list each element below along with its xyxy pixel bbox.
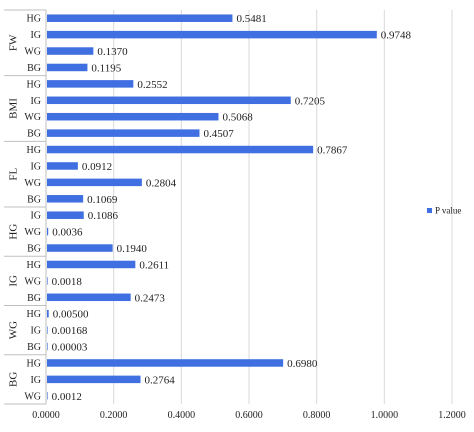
x-tick-label: 0.0000 — [32, 410, 60, 421]
bar — [47, 162, 78, 170]
group-label: WG — [8, 321, 20, 339]
data-label: 0.1086 — [88, 210, 119, 222]
data-label: 0.4507 — [203, 128, 234, 140]
bar — [47, 309, 49, 318]
group-label: IG — [8, 275, 20, 287]
bar — [47, 375, 141, 384]
data-label: 0.5481 — [236, 13, 266, 25]
category-label: WG — [24, 47, 41, 58]
category-label: IG — [30, 326, 41, 337]
x-tick-label: 0.6000 — [235, 410, 263, 421]
data-label: 0.7867 — [317, 145, 348, 157]
category-label: HG — [27, 358, 41, 369]
x-tick-label: 1.2000 — [438, 410, 466, 421]
bar — [47, 178, 142, 187]
bar — [47, 211, 84, 219]
x-tick-label: 1.0000 — [371, 410, 399, 421]
category-label: HG — [27, 145, 41, 156]
data-label: 0.2611 — [139, 259, 169, 271]
bar — [47, 96, 291, 105]
category-label: WG — [24, 112, 41, 123]
category-label: IG — [30, 96, 41, 107]
category-label: HG — [27, 260, 41, 271]
category-label: IG — [30, 30, 41, 41]
bar — [47, 80, 134, 88]
data-label: 0.2473 — [135, 292, 166, 304]
category-label: WG — [24, 178, 41, 189]
bar — [47, 227, 49, 236]
data-label: 0.00500 — [53, 309, 89, 321]
data-label: 0.2804 — [146, 177, 177, 189]
group-label: HG — [8, 224, 20, 240]
data-label: 0.1195 — [91, 62, 121, 74]
category-label: BG — [27, 194, 41, 205]
data-label: 0.0012 — [52, 391, 82, 403]
data-label: 0.0912 — [82, 161, 112, 173]
data-label: 0.9748 — [381, 30, 412, 42]
legend-label: P value — [435, 206, 461, 216]
group-label: BMI — [8, 98, 20, 119]
category-label: WG — [24, 276, 41, 287]
data-label: 0.2764 — [145, 374, 176, 386]
category-label: BG — [27, 244, 41, 255]
data-label: 0.00003 — [52, 342, 88, 354]
data-label: 0.0018 — [52, 276, 83, 288]
data-label: 0.7205 — [295, 95, 326, 107]
bar — [47, 392, 48, 400]
category-label: BG — [27, 342, 41, 353]
group-label: FW — [8, 34, 20, 51]
bar — [47, 326, 48, 334]
bar — [47, 359, 284, 367]
category-label: BG — [27, 63, 41, 74]
group-label: FL — [8, 167, 20, 180]
legend-swatch — [427, 208, 432, 213]
x-tick-label: 0.8000 — [303, 410, 331, 421]
category-label: WG — [24, 391, 41, 402]
category-label: IG — [30, 375, 41, 386]
category-label: IG — [30, 161, 41, 172]
bar — [47, 195, 84, 203]
category-label: HG — [27, 79, 41, 90]
bar — [47, 145, 314, 154]
bar — [47, 293, 131, 302]
data-label: 0.00168 — [52, 325, 88, 337]
bar — [47, 260, 136, 269]
x-tick-label: 0.2000 — [100, 410, 128, 421]
bar — [47, 47, 94, 55]
data-label: 0.0036 — [52, 227, 83, 239]
group-label: BG — [8, 372, 20, 387]
data-label: 0.1370 — [97, 46, 128, 58]
bar — [47, 30, 377, 39]
data-label: 0.6980 — [287, 358, 318, 370]
category-label: BG — [27, 129, 41, 140]
bar — [47, 112, 219, 121]
bar — [47, 277, 48, 285]
category-label: IG — [30, 211, 41, 222]
category-label: HG — [27, 14, 41, 25]
data-label: 0.2552 — [137, 79, 167, 91]
bar — [47, 342, 48, 351]
bar — [47, 63, 88, 72]
bar — [47, 14, 233, 22]
data-label: 0.1940 — [117, 243, 148, 255]
bar — [47, 129, 200, 137]
data-label: 0.5068 — [222, 112, 253, 124]
category-label: BG — [27, 293, 41, 304]
category-label: WG — [24, 227, 41, 238]
category-label: HG — [27, 309, 41, 320]
data-label: 0.1069 — [87, 194, 118, 206]
x-tick-label: 0.4000 — [168, 410, 196, 421]
bar — [47, 244, 113, 252]
